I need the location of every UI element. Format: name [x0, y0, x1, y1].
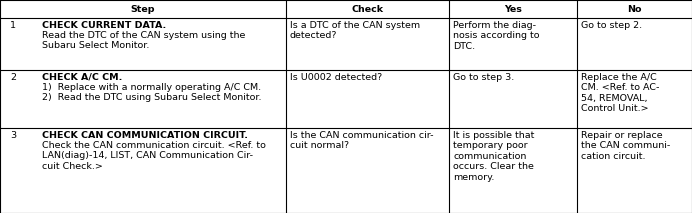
Text: Yes: Yes — [504, 4, 522, 13]
Text: CHECK A/C CM.: CHECK A/C CM. — [42, 73, 122, 82]
Text: Step: Step — [131, 4, 155, 13]
Text: 3: 3 — [10, 131, 16, 140]
Text: Is the CAN communication cir-
cuit normal?: Is the CAN communication cir- cuit norma… — [290, 131, 433, 150]
Text: Go to step 2.: Go to step 2. — [581, 21, 642, 30]
Text: Read the DTC of the CAN system using the
Subaru Select Monitor.: Read the DTC of the CAN system using the… — [42, 31, 246, 50]
Text: It is possible that
temporary poor
communication
occurs. Clear the
memory.: It is possible that temporary poor commu… — [453, 131, 534, 182]
Text: 1)  Replace with a normally operating A/C CM.
2)  Read the DTC using Subaru Sele: 1) Replace with a normally operating A/C… — [42, 83, 262, 102]
Text: CHECK CURRENT DATA.: CHECK CURRENT DATA. — [42, 21, 166, 30]
Text: Is U0002 detected?: Is U0002 detected? — [290, 73, 382, 82]
Text: Repair or replace
the CAN communi-
cation circuit.: Repair or replace the CAN communi- catio… — [581, 131, 671, 161]
Text: Go to step 3.: Go to step 3. — [453, 73, 514, 82]
Text: No: No — [627, 4, 641, 13]
Text: Is a DTC of the CAN system
detected?: Is a DTC of the CAN system detected? — [290, 21, 420, 40]
Text: Perform the diag-
nosis according to
DTC.: Perform the diag- nosis according to DTC… — [453, 21, 540, 51]
Text: CHECK CAN COMMUNICATION CIRCUIT.: CHECK CAN COMMUNICATION CIRCUIT. — [42, 131, 248, 140]
Text: 1: 1 — [10, 21, 16, 30]
Text: Check the CAN communication circuit. <Ref. to
LAN(diag)-14, LIST, CAN Communicat: Check the CAN communication circuit. <Re… — [42, 141, 266, 171]
Text: Check: Check — [352, 4, 383, 13]
Text: 2: 2 — [10, 73, 16, 82]
Text: Replace the A/C
CM. <Ref. to AC-
54, REMOVAL,
Control Unit.>: Replace the A/C CM. <Ref. to AC- 54, REM… — [581, 73, 659, 113]
